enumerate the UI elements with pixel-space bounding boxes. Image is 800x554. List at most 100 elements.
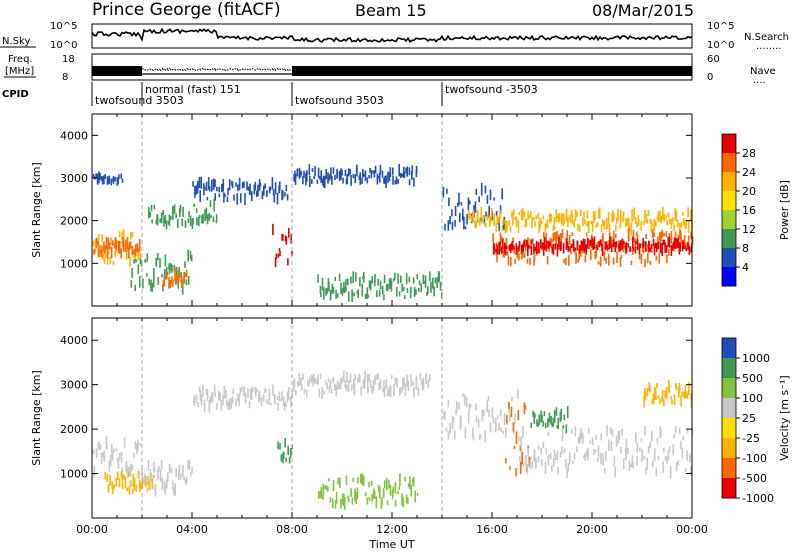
data-cell (533, 449, 536, 457)
data-cell (138, 239, 141, 252)
colorbar-tick-label: 20 (742, 185, 756, 198)
freq-nave-dot (174, 68, 177, 71)
data-cell (634, 238, 636, 249)
data-cell (209, 396, 212, 405)
data-cell (305, 172, 307, 186)
data-cell (467, 197, 470, 210)
data-cell (110, 178, 112, 186)
data-cell (525, 455, 527, 467)
data-cell (454, 430, 456, 440)
data-cell (677, 237, 680, 248)
data-cell (364, 293, 367, 299)
data-cell (164, 254, 167, 267)
data-cell (540, 219, 543, 225)
data-cell (404, 383, 407, 397)
data-cell (608, 439, 610, 451)
data-cell (125, 247, 128, 260)
data-cell (642, 237, 644, 248)
data-cell (439, 281, 442, 291)
data-cell (663, 214, 665, 222)
data-cell (129, 241, 132, 248)
data-cell (513, 209, 515, 215)
data-cell (174, 483, 176, 497)
data-cell (508, 413, 511, 422)
data-cell (639, 447, 641, 452)
data-cell (595, 224, 597, 228)
data-cell (396, 378, 398, 388)
data-cell (642, 244, 645, 254)
data-cell (528, 245, 530, 249)
data-cell (689, 453, 691, 463)
data-cell (327, 378, 330, 383)
data-cell (228, 398, 231, 410)
data-cell (159, 218, 161, 223)
data-cell (226, 196, 229, 203)
data-cell (98, 245, 100, 258)
data-cell (654, 242, 657, 249)
data-cell (332, 377, 334, 384)
data-cell (690, 465, 692, 476)
colorbar-swatch (722, 153, 736, 173)
data-cell (410, 484, 413, 497)
data-cell (385, 175, 387, 189)
colorbar-tick-label: -100 (742, 452, 767, 465)
data-cell (603, 251, 606, 261)
data-cell (625, 217, 627, 227)
data-cell (557, 417, 559, 429)
data-cell (489, 215, 491, 227)
station-title: Prince George (fitACF) (92, 0, 281, 20)
colorbar-tick-label: -500 (742, 472, 767, 485)
data-cell (196, 217, 198, 226)
data-cell (93, 465, 96, 478)
data-cell (613, 456, 616, 467)
colorbar-tick-label: 28 (742, 147, 756, 160)
data-cell (382, 388, 384, 393)
data-cell (387, 171, 389, 183)
data-cell (250, 387, 253, 400)
data-cell (526, 239, 528, 247)
data-cell (111, 450, 114, 461)
data-cell (589, 240, 592, 247)
data-cell (451, 209, 453, 217)
data-cell (335, 384, 337, 396)
data-cell (449, 422, 451, 434)
data-cell (553, 216, 556, 230)
data-cell (363, 378, 366, 390)
data-cell (162, 279, 165, 288)
data-cell (378, 175, 380, 179)
freq-nave-dot (226, 69, 229, 71)
data-cell (465, 396, 468, 408)
data-cell (171, 264, 173, 273)
data-cell (685, 243, 687, 248)
data-cell (317, 491, 320, 499)
data-cell (340, 168, 342, 180)
data-cell (448, 197, 450, 207)
data-cell (563, 448, 566, 454)
data-cell (300, 377, 302, 386)
freq-nave-dot (209, 68, 212, 71)
data-cell (569, 214, 571, 223)
data-cell (554, 243, 557, 250)
data-cell (384, 176, 386, 185)
data-cell (646, 457, 648, 471)
data-cell (168, 276, 170, 289)
data-cell (269, 402, 272, 406)
data-cell (159, 469, 162, 482)
data-cell (153, 474, 155, 478)
data-cell (327, 172, 329, 184)
data-cell (135, 442, 138, 455)
data-cell (109, 454, 112, 467)
freq-nave-dot (264, 68, 267, 71)
colorbar-swatch (722, 358, 736, 379)
data-cell (347, 497, 350, 503)
data-cell (666, 219, 668, 226)
data-cell (507, 255, 510, 266)
data-cell (495, 222, 497, 232)
x-tick-label: 00:00 (676, 523, 708, 536)
data-cell (192, 181, 194, 187)
data-cell (156, 214, 159, 226)
data-cell (603, 467, 606, 474)
data-cell (137, 248, 139, 260)
freq-nave-dot (191, 67, 194, 71)
freq-nave-dot (269, 68, 272, 71)
